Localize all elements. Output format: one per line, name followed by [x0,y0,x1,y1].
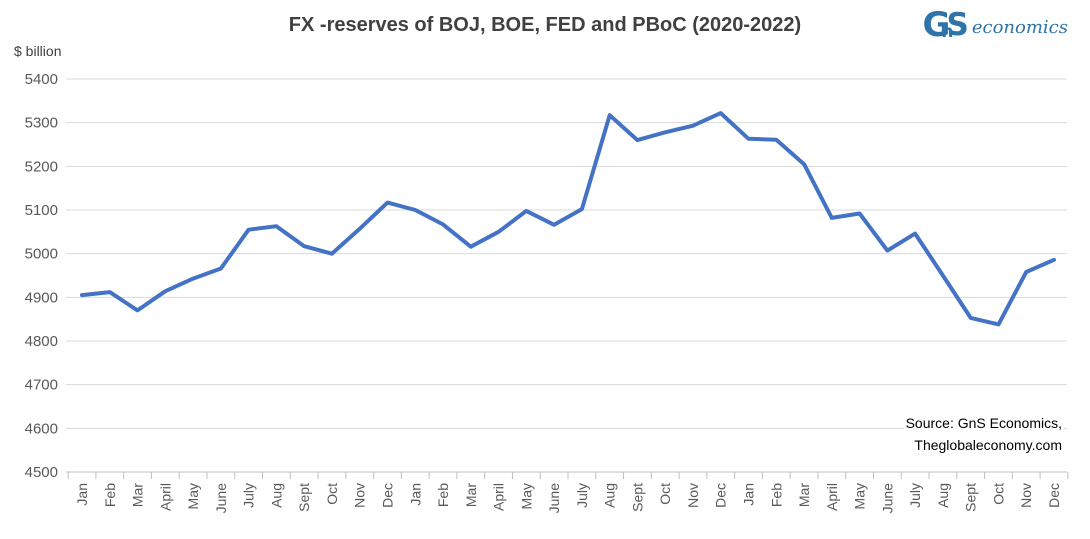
x-tick-label: Nov [685,483,701,508]
x-tick-label: Jan [74,483,90,506]
x-tick-label: Feb [435,483,451,507]
y-tick-label: 4500 [25,464,58,481]
x-tick-label: May [185,483,201,509]
x-tick-label: Oct [657,483,673,505]
x-tick-label: Aug [602,483,618,508]
y-tick-label: 4900 [25,289,58,306]
x-tick-label: Oct [324,483,340,505]
x-tick-label: Feb [768,483,784,507]
x-tick-label: Sept [963,483,979,512]
y-tick-label: 5400 [25,71,58,88]
x-tick-label: Dec [1046,483,1062,508]
logo-economics-text: economics [971,16,1068,38]
fx-reserves-series-line [80,111,1056,327]
y-tick-label: 4700 [25,377,58,394]
y-tick-label: 4800 [25,333,58,350]
x-tick-label: April [157,483,173,511]
x-tick-label: Oct [990,483,1006,505]
logo-letter-n: n [941,21,954,42]
logo-letter-g: G [922,5,951,45]
x-tick-label: June [546,483,562,514]
y-tick-label: 5100 [25,202,58,219]
source-line-2: Theglobaleconomy.com [914,436,1062,453]
x-tick-label: April [824,483,840,511]
x-tick-label: Mar [463,483,479,507]
x-tick-label: Sept [629,483,645,512]
x-tick-label: Dec [713,483,729,508]
x-tick-label: Nov [1018,483,1034,508]
source-line-1: Source: GnS Economics, [905,415,1062,431]
x-tick-label: July [907,483,923,508]
x-tick-label: Jan [741,483,757,506]
x-tick-label: Dec [379,483,395,508]
y-tick-label: 5200 [25,158,58,175]
page-title: FX -reserves of BOJ, BOE, FED and PBoC (… [288,14,802,36]
x-tick-label: Mar [130,483,146,507]
y-axis-unit-label: $ billion [14,43,62,59]
x-tick-label: July [241,483,257,508]
x-tick-label: Aug [935,483,951,508]
x-tick-label: Feb [102,483,118,507]
y-tick-label: 4600 [25,420,58,437]
logo-letter-s: S [946,6,969,43]
x-tick-label: Jan [407,483,423,506]
x-tick-label: Mar [796,483,812,507]
x-tick-label: April [491,483,507,511]
gns-economics-logo-icon: G n S economics [922,8,1068,42]
x-tick-label: Nov [352,483,368,508]
x-tick-label: May [518,483,534,509]
x-tick-label: June [879,483,895,514]
x-tick-label: July [574,483,590,508]
x-tick-label: May [852,483,868,509]
x-tick-label: Aug [268,483,284,508]
x-tick-label: June [213,483,229,514]
x-tick-label: Sept [296,483,312,512]
source-note: Source: GnS Economics, Theglobaleconomy.… [903,413,1064,457]
y-tick-label: 5300 [25,115,58,132]
y-tick-label: 5000 [25,246,58,263]
